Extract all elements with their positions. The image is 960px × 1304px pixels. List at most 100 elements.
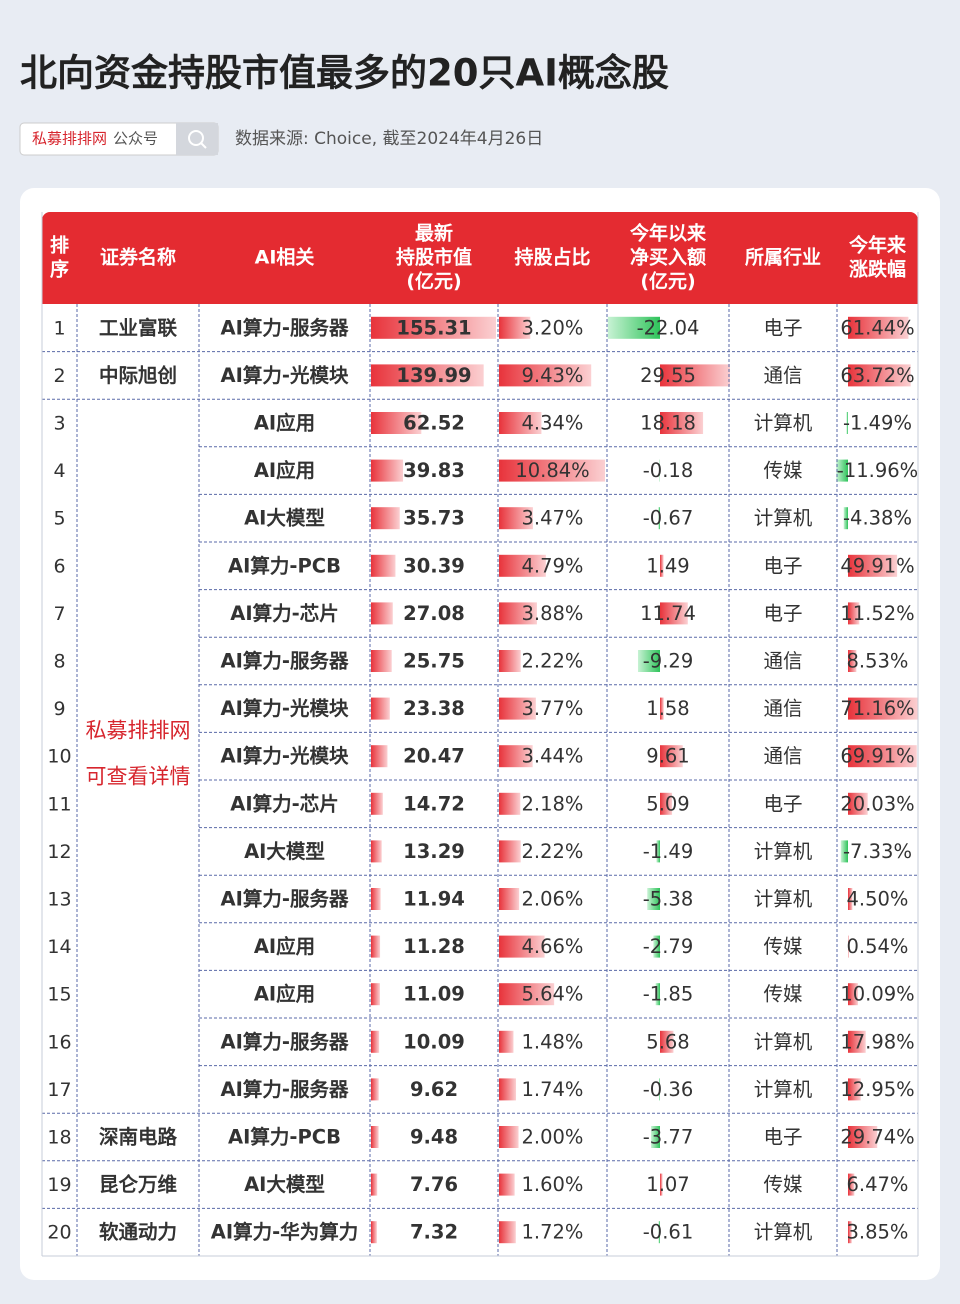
search-suffix: 公众号 [113,130,158,148]
cell: 61.44% [840,316,914,339]
cell: 计算机 [754,1078,813,1101]
cell: 18 [47,1127,71,1149]
cell: 16 [47,1031,71,1053]
cell: -0.61 [643,1221,693,1244]
cell: 10 [47,746,71,768]
cell: AI算力-服务器 [221,316,349,339]
cell: AI大模型 [244,840,325,863]
cell: 通信 [763,650,802,673]
source: 数据来源: Choice, 截至2024年4月26日 [235,129,543,149]
cell: 3.77% [522,697,584,720]
cell: 14.72 [403,792,465,815]
cell: 软通动力 [99,1221,177,1244]
cell: 传媒 [763,935,802,958]
data-bar [499,1078,516,1100]
cell: 计算机 [754,1030,813,1053]
cell: 4.79% [522,554,584,577]
cell: 155.31 [396,316,471,339]
cell: 62.52 [403,412,465,435]
cell: 139.99 [396,364,471,387]
search-brand: 私募排排网 [32,130,107,148]
cell: 63.72% [840,364,914,387]
cell: 17.98% [840,1030,914,1053]
cell: 29.55 [640,364,696,387]
data-bar [371,1031,379,1053]
cell: 13 [47,889,71,911]
data-bar [371,602,393,624]
column-header: (亿元) [640,270,695,293]
column-header: 持股占比 [514,246,590,269]
cell: AI大模型 [244,507,325,530]
cell: 1.07 [646,1173,689,1196]
cell: -0.36 [643,1078,693,1101]
data-bar [499,793,520,815]
cell: AI算力-服务器 [221,1078,349,1101]
cell: 11.09 [403,983,465,1006]
cell: -11.96% [837,459,918,482]
cell: 4.34% [522,412,584,435]
data-bar [499,1126,519,1148]
cell: 35.73 [403,507,465,530]
cell: AI应用 [254,983,315,1006]
cell: 10.09 [403,1030,465,1053]
cell: -0.67 [643,507,693,530]
cell: 20.03% [840,792,914,815]
cell: 0.54% [847,935,909,958]
cell: 2 [53,365,65,387]
cell: -9.29 [643,650,693,673]
cell: AI算力-光模块 [221,364,349,387]
cell: -7.33% [843,840,912,863]
cell: 深南电路 [99,1126,178,1149]
cell: -1.85 [643,983,693,1006]
cell: 1.74% [522,1078,584,1101]
cell: 11.94 [403,888,465,911]
cell: 4.66% [522,935,584,958]
column-header: 今年来 [848,234,906,257]
cell: 2.22% [522,840,584,863]
cell: AI应用 [254,412,315,435]
cell: -0.18 [643,459,693,482]
data-bar [499,1221,516,1243]
column-header: 今年以来 [629,222,706,245]
cell: 14 [47,936,71,958]
cell: 18.18 [640,412,696,435]
cell: AI算力-服务器 [221,888,349,911]
data-bar [499,1174,515,1196]
data-bar [371,983,380,1005]
cell: 7.32 [410,1221,458,1244]
cell: 1.60% [522,1173,584,1196]
cell: 4.50% [847,888,909,911]
cell: 5.09 [646,792,689,815]
cell: -3.77 [643,1126,693,1149]
cell: 9.43% [522,364,584,387]
data-bar [371,1078,379,1100]
cell: 1.49 [646,554,689,577]
cell: 7 [53,603,65,625]
cell: -22.04 [637,316,700,339]
cell: AI算力-华为算力 [211,1221,358,1244]
cell: 17 [47,1079,71,1101]
cell: 计算机 [754,840,813,863]
cell: AI算力-光模块 [221,745,349,768]
cell: AI算力-光模块 [221,697,349,720]
column-header: 排 [50,234,69,257]
data-bar [499,888,519,910]
cell: 传媒 [763,983,802,1006]
cell: 71.16% [840,697,914,720]
search-button[interactable] [176,123,218,155]
column-header: AI相关 [255,246,315,269]
cell: 20 [47,1222,71,1244]
cell: AI大模型 [244,1173,325,1196]
cell: 19 [47,1174,71,1196]
column-header: 涨跌幅 [849,258,906,281]
cell: 电子 [763,792,802,815]
data-bar [371,888,381,910]
cell: 8 [53,651,65,673]
cell: 11.52% [840,602,914,625]
data-bar [371,1221,377,1243]
data-bar [371,745,387,767]
cell: 30.39 [403,554,465,577]
data-bar [371,1174,377,1196]
